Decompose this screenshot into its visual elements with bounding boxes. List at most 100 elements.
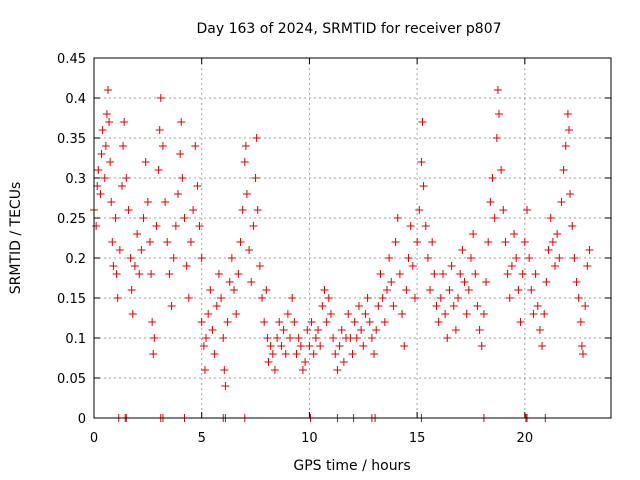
x-tick-label: 0 xyxy=(90,431,98,446)
data-point xyxy=(253,206,262,214)
data-point xyxy=(177,118,186,126)
data-point xyxy=(130,262,139,270)
data-point xyxy=(227,254,236,262)
data-point xyxy=(566,190,575,198)
data-point xyxy=(585,246,594,254)
x-tick-label: 10 xyxy=(301,431,318,446)
data-point xyxy=(149,350,158,358)
data-point xyxy=(514,286,523,294)
data-point xyxy=(428,238,437,246)
data-point xyxy=(410,294,419,302)
data-point xyxy=(137,246,146,254)
data-point xyxy=(423,254,432,262)
data-point xyxy=(219,334,228,342)
data-point xyxy=(158,142,167,150)
chart-title: Day 163 of 2024, SRMTID for receiver p80… xyxy=(196,21,501,37)
data-point xyxy=(122,174,131,182)
data-point xyxy=(535,326,544,334)
y-tick-label: 0.25 xyxy=(57,212,86,227)
data-point xyxy=(127,286,136,294)
data-point xyxy=(548,238,557,246)
data-point xyxy=(542,278,551,286)
data-point xyxy=(415,206,424,214)
data-point xyxy=(191,142,200,150)
data-point xyxy=(344,310,353,318)
data-point xyxy=(94,166,103,174)
data-point xyxy=(275,318,284,326)
data-point xyxy=(570,254,579,262)
data-point xyxy=(316,342,325,350)
data-point xyxy=(100,174,109,182)
data-point xyxy=(378,294,387,302)
data-point xyxy=(484,238,493,246)
data-point xyxy=(120,118,129,126)
data-point xyxy=(234,270,243,278)
axis-ticks: 0 0.05 0.1 0.15 0.2 0.25 0.3 0.35 0.4 0.45 0 5 10 15 2… xyxy=(57,52,611,446)
data-point xyxy=(273,334,282,342)
data-point xyxy=(152,222,161,230)
data-point xyxy=(102,110,111,118)
data-point xyxy=(382,286,391,294)
data-point xyxy=(441,310,450,318)
data-point xyxy=(204,310,213,318)
data-point xyxy=(527,286,536,294)
data-point xyxy=(126,254,135,262)
data-point xyxy=(217,294,226,302)
data-point xyxy=(251,174,260,182)
data-point xyxy=(337,326,346,334)
y-tick-label: 0.05 xyxy=(57,372,86,387)
data-point xyxy=(258,294,267,302)
data-point xyxy=(426,286,435,294)
data-point xyxy=(361,310,370,318)
data-point xyxy=(156,94,165,102)
data-point xyxy=(443,334,452,342)
data-point xyxy=(202,334,211,342)
data-point xyxy=(241,142,250,150)
data-point xyxy=(505,294,514,302)
data-point xyxy=(471,270,480,278)
data-point xyxy=(525,254,534,262)
data-point xyxy=(171,222,180,230)
data-point xyxy=(469,230,478,238)
data-point xyxy=(108,238,117,246)
data-point xyxy=(249,222,258,230)
data-point xyxy=(98,126,107,134)
data-point xyxy=(263,334,272,342)
data-point xyxy=(314,326,323,334)
data-point xyxy=(460,278,469,286)
data-points xyxy=(90,86,594,422)
data-point xyxy=(277,342,286,350)
data-point xyxy=(124,206,133,214)
data-point xyxy=(128,310,137,318)
data-point xyxy=(494,110,503,118)
data-point xyxy=(561,142,570,150)
data-point xyxy=(270,366,279,374)
data-point xyxy=(92,222,101,230)
data-point xyxy=(516,318,525,326)
data-point xyxy=(174,190,183,198)
data-point xyxy=(501,238,510,246)
data-point xyxy=(550,262,559,270)
data-point xyxy=(238,206,247,214)
data-point xyxy=(454,294,463,302)
grid xyxy=(94,58,611,418)
data-point xyxy=(389,302,398,310)
data-point xyxy=(466,254,475,262)
data-point xyxy=(180,214,189,222)
data-point xyxy=(296,342,305,350)
data-point xyxy=(507,262,516,270)
data-point xyxy=(434,318,443,326)
data-point xyxy=(436,294,445,302)
data-point xyxy=(139,214,148,222)
data-point xyxy=(512,254,521,262)
data-point xyxy=(544,246,553,254)
data-point xyxy=(147,270,156,278)
data-point xyxy=(104,86,113,94)
data-point xyxy=(583,262,592,270)
data-point xyxy=(464,286,473,294)
data-point xyxy=(163,238,172,246)
data-point xyxy=(497,166,506,174)
data-point xyxy=(225,278,234,286)
y-tick-label: 0.45 xyxy=(57,52,86,67)
data-point xyxy=(236,238,245,246)
